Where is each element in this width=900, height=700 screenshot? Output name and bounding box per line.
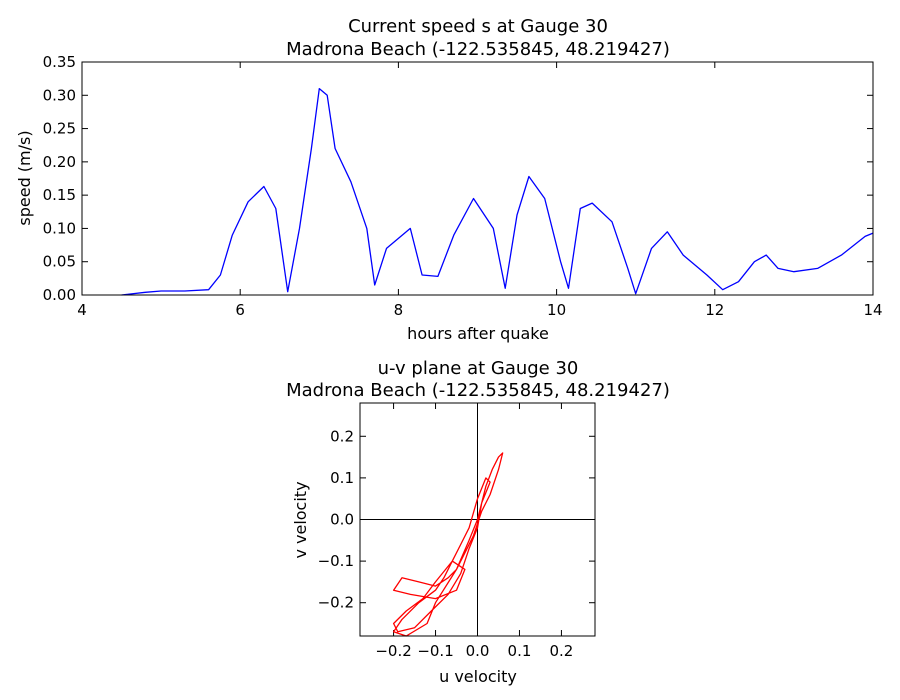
speed-chart-plot-area (121, 87, 874, 296)
uv-chart-plot-area (360, 403, 595, 637)
c1-ytick-label: 0.30 (43, 86, 76, 104)
c2-xtick-label: 0.2 (549, 642, 573, 660)
c2-ytick-label: −0.1 (318, 552, 354, 570)
speed-chart-title: Current speed s at Gauge 30 (348, 16, 608, 37)
c2-xtick-label: −0.2 (375, 642, 411, 660)
uv-plane-chart: u-v plane at Gauge 30 Madrona Beach (-12… (286, 358, 670, 686)
speed-chart: Current speed s at Gauge 30 Madrona Beac… (15, 16, 883, 343)
speed-chart-frame (81, 61, 874, 296)
c1-ytick-label: 0.00 (43, 286, 76, 304)
c1-xtick-label: 10 (547, 301, 566, 319)
uv-chart-ylabel: v velocity (291, 481, 310, 558)
uv-chart-ticks: −0.2 −0.1 0.0 0.1 0.2 −0.2 −0.1 0.0 0.1 0.2 (318, 403, 595, 660)
uv-chart-xlabel: u velocity (439, 667, 517, 686)
c2-ytick-label: −0.2 (318, 594, 354, 612)
uv-chart-title: u-v plane at Gauge 30 (378, 358, 579, 379)
speed-chart-xlabel: hours after quake (407, 324, 549, 343)
c1-ytick-label: 0.20 (43, 153, 76, 171)
c1-ytick-label: 0.35 (43, 53, 76, 71)
c1-ytick-label: 0.10 (43, 219, 76, 237)
c2-xtick-label: −0.1 (417, 642, 453, 660)
speed-chart-subtitle: Madrona Beach (-122.535845, 48.219427) (286, 39, 670, 60)
c2-ytick-label: 0.1 (330, 469, 354, 487)
c1-ytick-label: 0.15 (43, 186, 76, 204)
uv-chart-subtitle: Madrona Beach (-122.535845, 48.219427) (286, 380, 670, 401)
c2-ytick-label: 0.0 (330, 511, 354, 529)
speed-chart-ticks: 4 6 8 10 12 14 0.00 0.05 0.10 0.15 0.20 0.25 0.30 0.3… (43, 53, 883, 319)
c1-xtick-label: 8 (394, 301, 404, 319)
c1-series-line (121, 87, 874, 296)
c1-xtick-label: 12 (705, 301, 724, 319)
c2-ytick-label: 0.2 (330, 427, 354, 445)
c1-ytick-label: 0.05 (43, 253, 76, 271)
c2-xtick-label: 0.1 (508, 642, 532, 660)
c1-ytick-label: 0.25 (43, 120, 76, 138)
c2-series-line (392, 452, 504, 637)
c1-xtick-label: 4 (77, 301, 87, 319)
c2-xtick-label: 0.0 (466, 642, 490, 660)
c1-xtick-label: 14 (863, 301, 882, 319)
c1-xtick-label: 6 (235, 301, 245, 319)
uv-chart-frame (359, 402, 596, 637)
speed-chart-ylabel: speed (m/s) (15, 130, 34, 225)
